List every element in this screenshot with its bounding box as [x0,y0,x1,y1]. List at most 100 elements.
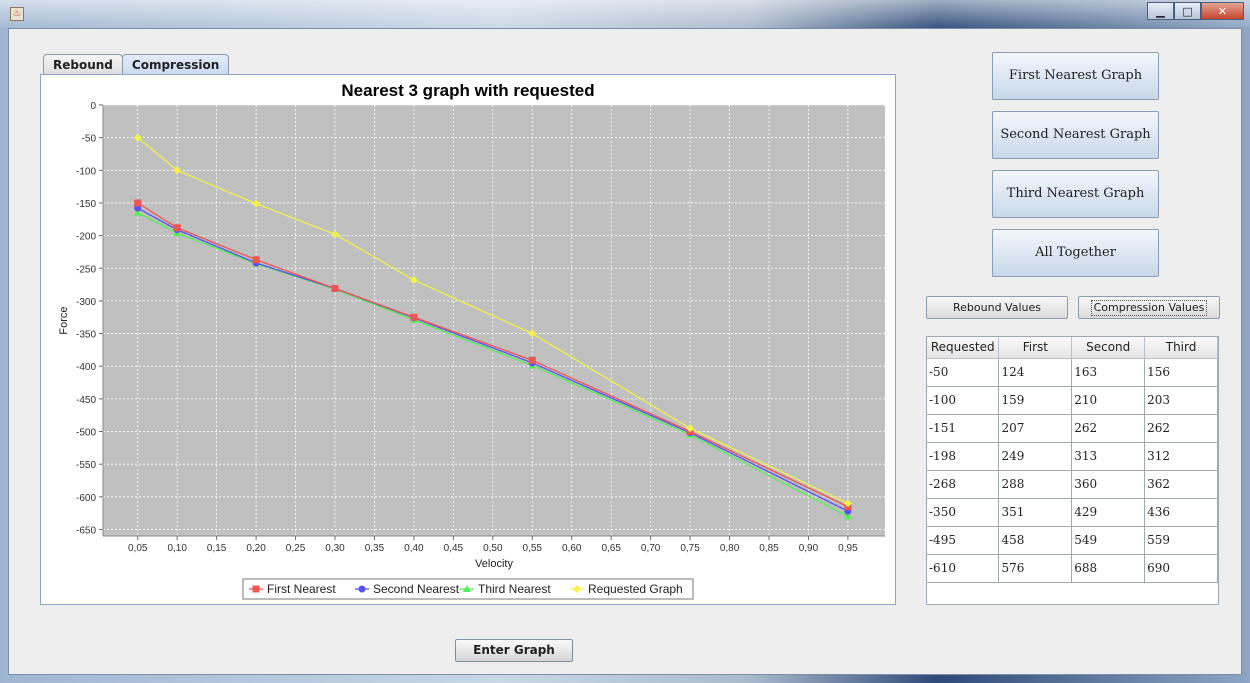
data-point [133,133,142,142]
data-point [134,199,142,207]
y-tick-label: -450 [76,395,96,406]
y-tick-label: -50 [82,134,97,145]
x-tick-label: 0,10 [167,543,187,554]
x-tick-label: 0,20 [246,543,266,554]
data-point [330,230,339,239]
table-cell[interactable]: 210 [1071,386,1146,415]
all-together-button[interactable]: All Together [992,229,1159,277]
x-tick-label: 0,90 [799,543,819,554]
data-point [252,199,261,208]
x-axis-label: Velocity [475,558,513,570]
table-cell[interactable]: -198 [927,442,1000,471]
chart-title: Nearest 3 graph with requested [341,81,594,100]
table-cell[interactable]: 156 [1144,358,1218,387]
table-row[interactable]: -50 124 163 156 [927,358,1218,387]
table-row[interactable]: -610 576 688 690 [927,554,1218,583]
y-tick-label: -600 [76,493,96,504]
data-point [410,313,418,321]
third-nearest-graph-button[interactable]: Third Nearest Graph [992,170,1159,218]
enter-graph-button[interactable]: Enter Graph [455,639,573,662]
table-cell[interactable]: 163 [1071,358,1146,387]
table-row[interactable]: -495 458 549 559 [927,526,1218,555]
tab-compression[interactable]: Compression [121,54,230,75]
title-bar[interactable]: ♨ ▁ □ ✕ [0,0,1250,28]
y-tick-label: -500 [76,428,96,439]
rebound-values-button[interactable]: Rebound Values [926,296,1068,319]
x-tick-label: 0,50 [483,543,503,554]
x-tick-label: 0,95 [838,543,858,554]
table-cell[interactable]: -50 [927,358,1000,387]
table-cell[interactable]: 360 [1071,470,1146,499]
table-row[interactable]: -151 207 262 262 [927,414,1218,443]
x-tick-label: 0,05 [128,543,148,554]
legend-marker [463,585,471,592]
maximize-button[interactable]: □ [1174,2,1201,20]
table-cell[interactable]: 559 [1144,526,1218,555]
values-table[interactable]: Requested First Second Third -50 124 163 15… [927,337,1218,583]
first-nearest-graph-button[interactable]: First Nearest Graph [992,52,1159,100]
table-row[interactable]: -100 159 210 203 [927,386,1218,415]
table-header-row: Requested First Second Third [927,337,1218,359]
table-cell[interactable]: 313 [1071,442,1146,471]
tab-strip: Rebound Compression [43,54,230,75]
table-cell[interactable]: 312 [1144,442,1218,471]
table-cell[interactable]: 262 [1144,414,1218,443]
table-cell[interactable]: -610 [927,554,1000,583]
column-header-first[interactable]: First [998,337,1073,359]
table-row[interactable]: -268 288 360 362 [927,470,1218,499]
x-tick-label: 0,60 [562,543,582,554]
column-header-second[interactable]: Second [1071,337,1146,359]
compression-values-button[interactable]: Compression Values [1078,296,1220,319]
line-chart: Nearest 3 graph with requested 0,05 0,10 0,… [58,81,885,600]
y-tick-label: 0 [90,101,96,112]
column-header-third[interactable]: Third [1144,337,1218,359]
minimize-button[interactable]: ▁ [1147,2,1174,20]
table-cell[interactable]: 159 [998,386,1073,415]
compression-values-label: Compression Values [1090,300,1208,316]
table-cell[interactable]: 124 [998,358,1073,387]
y-axis-label: Force [58,306,70,334]
x-tick-label: 0,55 [523,543,543,554]
table-row[interactable]: -198 249 313 312 [927,442,1218,471]
series-line-requested-graph [137,137,849,504]
x-tick-label: 0,85 [759,543,779,554]
data-point [409,276,418,285]
table-cell[interactable]: 436 [1144,498,1218,527]
table-cell[interactable]: 249 [998,442,1073,471]
legend-marker [573,585,581,593]
table-cell[interactable]: 351 [998,498,1073,527]
table-cell[interactable]: 688 [1071,554,1146,583]
data-point [133,208,142,216]
table-cell[interactable]: -350 [927,498,1000,527]
table-cell[interactable]: 203 [1144,386,1218,415]
x-tick-label: 0,15 [207,543,227,554]
table-cell[interactable]: 288 [998,470,1073,499]
x-tick-label: 0,40 [404,543,424,554]
table-cell[interactable]: 429 [1071,498,1146,527]
table-cell[interactable]: 262 [1071,414,1146,443]
legend-marker [252,585,260,593]
table-cell[interactable]: 207 [998,414,1073,443]
table-cell[interactable]: 362 [1144,470,1218,499]
column-header-requested[interactable]: Requested [927,337,1000,359]
table-cell[interactable]: 576 [998,554,1073,583]
table-cell[interactable]: -495 [927,526,1000,555]
table-cell[interactable]: -151 [927,414,1000,443]
legend-marker [358,585,366,593]
data-point [173,166,182,175]
second-nearest-graph-button[interactable]: Second Nearest Graph [992,111,1159,159]
y-tick-label: -300 [76,297,96,308]
table-cell[interactable]: -100 [927,386,1000,415]
table-cell[interactable]: 549 [1071,526,1146,555]
legend-label: First Nearest [267,582,336,596]
y-tick-label: -150 [76,199,96,210]
table-cell[interactable]: 458 [998,526,1073,555]
close-button[interactable]: ✕ [1201,2,1244,20]
values-table-container[interactable]: Requested First Second Third -50 124 163 15… [926,336,1219,605]
tab-rebound[interactable]: Rebound [43,54,123,75]
rebound-values-label: Rebound Values [953,301,1041,314]
table-cell[interactable]: 690 [1144,554,1218,583]
table-row[interactable]: -350 351 429 436 [927,498,1218,527]
table-cell[interactable]: -268 [927,470,1000,499]
